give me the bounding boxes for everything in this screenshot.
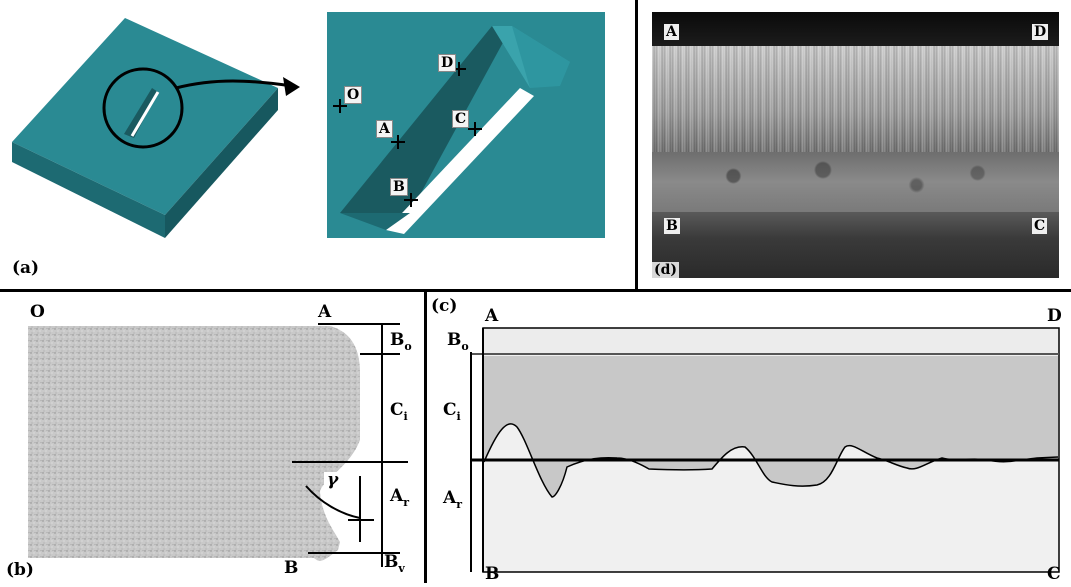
section-label-a: A <box>318 302 332 322</box>
micrograph-frame <box>652 12 1059 278</box>
panel-c-drawing <box>470 327 1060 573</box>
panel-d-label: (d) <box>652 262 680 278</box>
angle-gamma-label: γ <box>324 472 342 489</box>
horizontal-divider <box>0 289 1071 292</box>
point-d-marker <box>452 62 466 76</box>
point-o-label: O <box>344 86 363 104</box>
panel-a-label: (a) <box>12 258 40 278</box>
profile-zone-ci: Ci <box>443 400 461 423</box>
point-c-label: C <box>452 110 470 128</box>
panel-a-drawing <box>12 12 605 238</box>
profile-curve <box>483 423 1059 498</box>
profile-label-b: B <box>485 564 500 584</box>
point-a-label: A <box>376 120 393 138</box>
point-b-label: B <box>390 178 408 196</box>
point-d-label: D <box>438 54 457 72</box>
groove-mark <box>124 88 158 138</box>
slab-front-face <box>12 142 165 238</box>
bottom-dark-layer <box>652 212 1059 278</box>
magnifier-circle <box>102 67 184 149</box>
section-label-o: O <box>30 302 45 322</box>
profile-label-a: A <box>485 306 499 326</box>
panel-d: A D B C (d) <box>640 0 1071 288</box>
profile-label-d: D <box>1047 306 1062 326</box>
zoom-arrowhead <box>283 77 300 96</box>
zone-label-bv: Bv <box>384 552 405 575</box>
profile-label-c: C <box>1047 564 1061 584</box>
profile-zone-ar: Ar <box>443 488 462 511</box>
vertical-divider-bottom <box>424 289 427 583</box>
groove-wall-right <box>512 26 570 88</box>
zone-label-ar: Ar <box>390 486 409 509</box>
groove-highlight <box>130 91 160 137</box>
micrograph-label-d: D <box>1032 24 1049 40</box>
groove-wall-left <box>340 26 512 213</box>
fibrous-layer <box>652 46 1059 156</box>
angle-arc <box>305 485 361 519</box>
point-c-marker <box>468 122 482 136</box>
panel-b-drawing <box>28 323 408 567</box>
groove-shadow <box>340 213 410 230</box>
zoom-arrow <box>175 79 293 90</box>
profile-zone-bo: Bo <box>447 330 469 353</box>
micrograph-label-b: B <box>664 218 680 234</box>
slab-side-face <box>165 88 278 238</box>
panel-a: O A D C B (a) <box>0 0 634 288</box>
point-a-marker <box>391 135 405 149</box>
section-label-b: B <box>284 558 299 578</box>
bo-band <box>484 329 1058 355</box>
mixed-layer <box>652 152 1059 212</box>
point-b-marker <box>404 193 418 207</box>
panel-c: A D B C Bo Ci Ar (c) <box>427 292 1071 583</box>
micrograph-label-c: C <box>1032 218 1048 234</box>
zone-label-ci: Ci <box>390 400 408 423</box>
grain-section <box>28 326 360 561</box>
panel-b: O A B Bo Ci Ar Bv γ (b) <box>0 292 424 583</box>
point-o-marker <box>333 99 347 113</box>
top-dark-band <box>652 12 1059 46</box>
panel-c-label: (c) <box>431 296 458 316</box>
micrograph-label-a: A <box>664 24 679 40</box>
groove-bottom-strip <box>386 88 534 234</box>
panel-b-label: (b) <box>6 560 34 580</box>
zone-label-bo: Bo <box>390 330 412 353</box>
profile-upper-fill <box>484 356 1058 497</box>
vertical-divider-top <box>635 0 638 292</box>
